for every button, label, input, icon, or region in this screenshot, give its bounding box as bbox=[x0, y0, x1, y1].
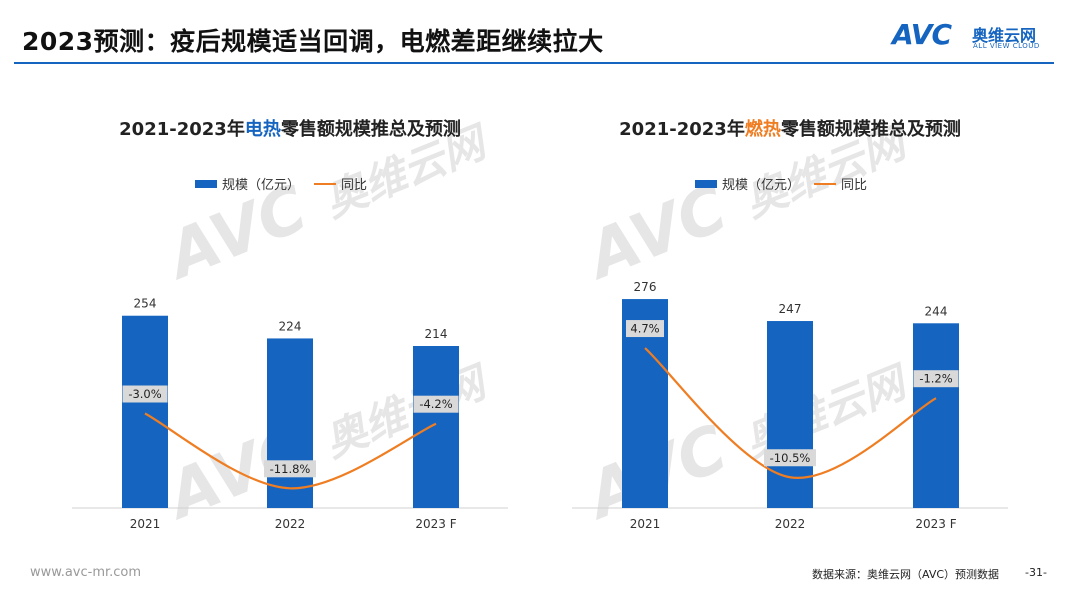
avc-logo: AVC 奥维云网 ALL VIEW CLOUD bbox=[892, 18, 1062, 58]
x-tick-label: 2021 bbox=[130, 517, 161, 531]
yoy-label-box bbox=[122, 385, 168, 403]
logo-avc-text: AVC bbox=[892, 18, 952, 51]
bar-value-label: 276 bbox=[634, 280, 657, 294]
chart-plot: 276 2021 247 2022 244 2023 F 4.7% -10.5% -1.2% bbox=[572, 280, 1008, 531]
bar-2023-F bbox=[913, 323, 959, 508]
chart-legend: 规模（亿元） 同比 bbox=[195, 174, 367, 193]
yoy-value-label: -3.0% bbox=[128, 387, 161, 401]
gas-heater-chart: 2021-2023年燃热零售额规模推总及预测 规模（亿元） 同比 276 2021… bbox=[560, 110, 1020, 550]
yoy-value-label: -1.2% bbox=[919, 372, 952, 386]
bar-swatch-icon bbox=[695, 179, 717, 188]
yoy-label-box bbox=[413, 395, 459, 413]
chart-title: 2021-2023年燃热零售额规模推总及预测 bbox=[560, 115, 1020, 141]
chart-title-prefix: 2021-2023年 bbox=[619, 119, 745, 140]
bar-value-label: 214 bbox=[425, 327, 448, 341]
chart-title-prefix: 2021-2023年 bbox=[119, 119, 245, 140]
page-title: 2023预测：疫后规模适当回调，电燃差距继续拉大 bbox=[22, 27, 604, 56]
chart-title: 2021-2023年电热零售额规模推总及预测 bbox=[60, 115, 520, 141]
footer-website: www.avc-mr.com bbox=[30, 565, 142, 580]
footer-source: 数据来源：奥维云网（AVC）预测数据 bbox=[812, 568, 1000, 581]
yoy-label-box bbox=[626, 320, 664, 338]
yoy-label-box bbox=[913, 370, 959, 388]
chart-title-highlight: 电热 bbox=[244, 119, 281, 140]
header-divider bbox=[14, 62, 1054, 64]
bar-value-label: 254 bbox=[134, 297, 157, 311]
x-tick-label: 2022 bbox=[775, 517, 806, 531]
x-tick-label: 2022 bbox=[275, 517, 306, 531]
bar-swatch-icon bbox=[195, 179, 217, 188]
legend-item-line: 同比 bbox=[814, 174, 867, 193]
legend-line-label: 同比 bbox=[341, 178, 368, 193]
line-swatch-icon bbox=[314, 182, 337, 185]
yoy-line bbox=[144, 412, 437, 490]
legend-line-label: 同比 bbox=[841, 178, 868, 193]
yoy-value-label: -10.5% bbox=[770, 451, 811, 465]
yoy-value-label: 4.7% bbox=[630, 322, 659, 336]
chart-legend: 规模（亿元） 同比 bbox=[695, 174, 867, 193]
logo-en-text: ALL VIEW CLOUD bbox=[973, 42, 1040, 50]
logo-cn-text: 奥维云网 bbox=[972, 26, 1037, 45]
x-tick-label: 2021 bbox=[630, 517, 661, 531]
line-swatch-icon bbox=[814, 182, 837, 185]
yoy-value-label: -4.2% bbox=[419, 397, 452, 411]
bar-2022 bbox=[767, 321, 813, 508]
legend-item-bar: 规模（亿元） bbox=[695, 174, 800, 193]
page-number: -31- bbox=[1025, 566, 1047, 579]
yoy-line bbox=[644, 347, 937, 479]
x-tick-label: 2023 F bbox=[415, 517, 456, 531]
chart-title-suffix: 零售额规模推总及预测 bbox=[280, 119, 461, 140]
legend-item-bar: 规模（亿元） bbox=[195, 174, 300, 193]
yoy-value-label: -11.8% bbox=[270, 462, 311, 476]
electric-heater-chart: 2021-2023年电热零售额规模推总及预测 规模（亿元） 同比 254 2021… bbox=[60, 110, 520, 550]
bar-2022 bbox=[267, 338, 313, 508]
yoy-label-box bbox=[264, 460, 316, 478]
bar-2023-F bbox=[413, 346, 459, 508]
chart-title-suffix: 零售额规模推总及预测 bbox=[780, 119, 961, 140]
legend-bar-label: 规模（亿元） bbox=[222, 178, 301, 193]
legend-item-line: 同比 bbox=[314, 174, 367, 193]
legend-bar-label: 规模（亿元） bbox=[722, 178, 801, 193]
bar-2021 bbox=[122, 315, 168, 508]
bar-value-label: 224 bbox=[279, 319, 302, 333]
bar-value-label: 244 bbox=[925, 304, 948, 318]
chart-plot: 254 2021 224 2022 214 2023 F -3.0% -11.8% -4.2% bbox=[72, 297, 508, 531]
yoy-label-box bbox=[764, 449, 816, 467]
chart-title-highlight: 燃热 bbox=[744, 119, 781, 140]
x-tick-label: 2023 F bbox=[915, 517, 956, 531]
bar-value-label: 247 bbox=[779, 302, 802, 316]
